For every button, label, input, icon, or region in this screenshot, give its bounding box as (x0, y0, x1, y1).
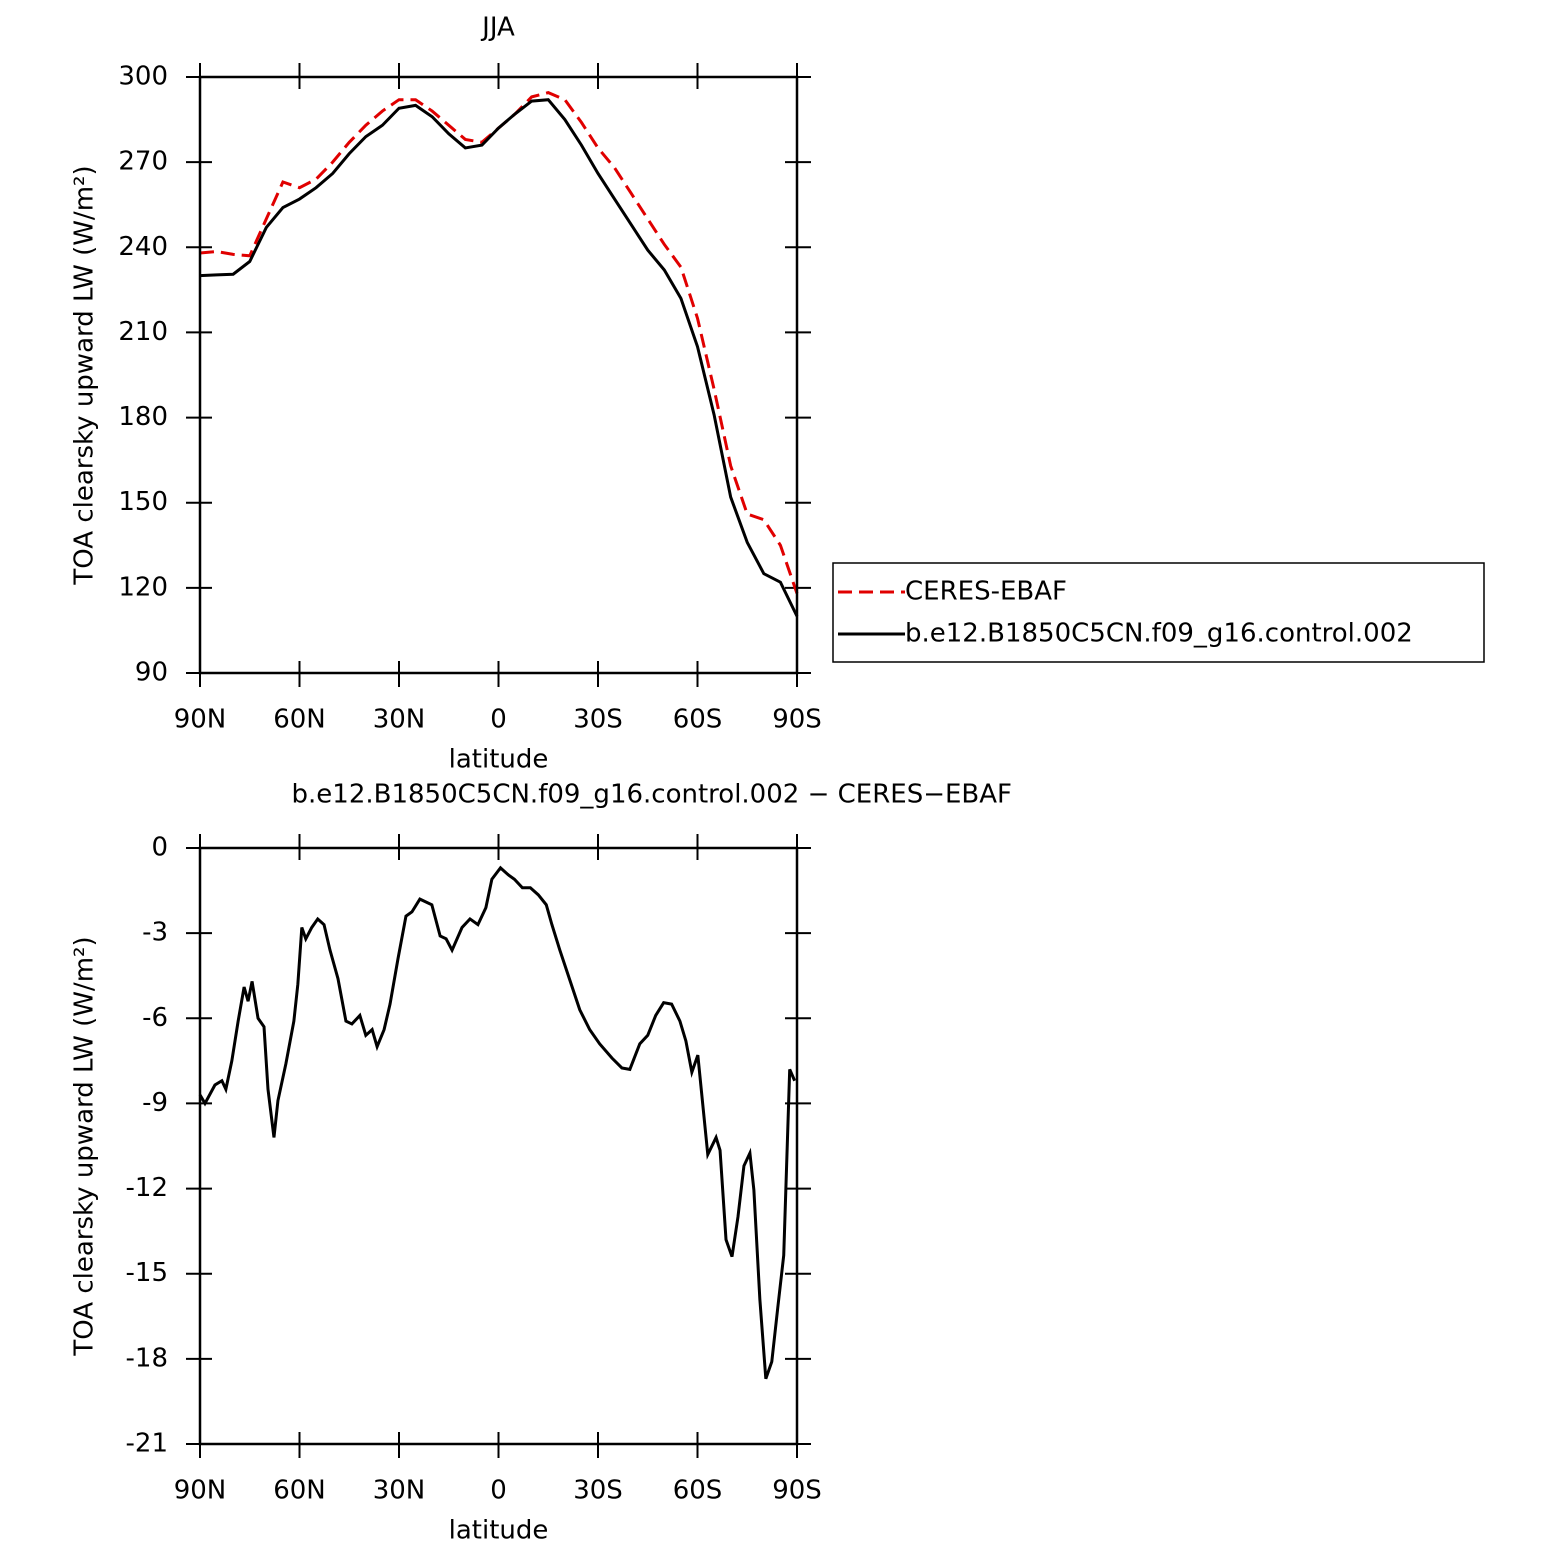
y-tick-label: 300 (118, 62, 168, 92)
x-axis-label: latitude (449, 1516, 549, 1546)
x-tick-label: 60N (273, 1476, 326, 1506)
x-tick-label: 0 (490, 1476, 507, 1506)
y-tick-label: -18 (126, 1343, 168, 1373)
y-tick-label: -9 (142, 1088, 168, 1118)
x-axis-label: latitude (449, 745, 549, 775)
x-tick-label: 60S (673, 1476, 723, 1506)
x-tick-label: 60S (673, 705, 723, 735)
x-tick-label: 90N (174, 1476, 227, 1506)
x-tick-label: 30S (573, 1476, 623, 1506)
plot-frame (198, 75, 799, 675)
data-line (199, 91, 799, 595)
x-tick-label: 90S (772, 705, 822, 735)
y-axis-label: TOA clearsky upward LW (W/m²) (70, 165, 100, 585)
y-tick-label: 120 (118, 572, 168, 602)
y-tick-label: 210 (118, 317, 168, 347)
legend-label: b.e12.B1850C5CN.f09_g16.control.002 (905, 619, 1413, 649)
data-line (199, 98, 799, 617)
y-tick-label: -6 (142, 1003, 168, 1033)
chart-title: JJA (480, 13, 515, 43)
y-axis-label: TOA clearsky upward LW (W/m²) (70, 936, 100, 1356)
y-tick-label: 270 (118, 147, 168, 177)
x-tick-label: 90N (174, 705, 227, 735)
y-tick-label: -12 (126, 1173, 168, 1203)
x-tick-label: 0 (490, 705, 507, 735)
chart-title: b.e12.B1850C5CN.f09_g16.control.002 − CE… (292, 780, 1012, 810)
data-line (198, 865, 797, 1380)
x-tick-label: 60N (273, 705, 326, 735)
x-tick-label: 30N (373, 1476, 426, 1506)
y-tick-label: 90 (135, 658, 168, 688)
y-tick-label: -21 (126, 1429, 168, 1459)
y-tick-label: 240 (118, 232, 168, 262)
x-tick-label: 90S (772, 1476, 822, 1506)
legend-box (832, 562, 1485, 663)
y-tick-label: 150 (118, 487, 168, 517)
y-tick-label: -15 (126, 1258, 168, 1288)
x-tick-label: 30N (373, 705, 426, 735)
legend-label: CERES-EBAF (905, 577, 1067, 607)
y-tick-label: 180 (118, 402, 168, 432)
plot-frame (198, 846, 799, 1446)
x-tick-label: 30S (573, 705, 623, 735)
y-tick-label: 0 (151, 833, 168, 863)
y-tick-label: -3 (142, 918, 168, 948)
